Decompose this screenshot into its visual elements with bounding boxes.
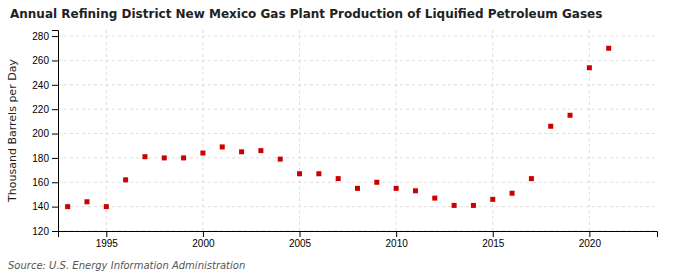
x-axis-line [59, 232, 658, 238]
y-tick-mark [52, 109, 58, 110]
x-axis: 1995 2000 2005 2010 2015 2020 [59, 231, 658, 249]
square-marker [606, 46, 611, 51]
y-tick-mark [52, 158, 58, 159]
y-tick: 120 [32, 226, 58, 237]
square-marker [374, 180, 379, 185]
x-tick-mark [300, 231, 301, 237]
y-tick: 280 [32, 31, 58, 42]
square-marker [548, 124, 553, 129]
x-tick-label: 2010 [386, 238, 409, 249]
y-tick-label: 200 [32, 128, 49, 139]
square-marker [413, 188, 418, 193]
title: Annual Refining District New Mexico Gas … [10, 7, 602, 21]
grid-line-y [58, 182, 657, 183]
square-marker [142, 154, 147, 159]
x-tick: 1995 [96, 231, 119, 249]
square-marker [65, 204, 70, 209]
grid [58, 30, 657, 231]
x-tick-label: 2020 [579, 238, 602, 249]
square-marker [162, 155, 167, 160]
square-marker [181, 155, 186, 160]
y-tick-label: 120 [32, 226, 49, 237]
square-marker [471, 203, 476, 208]
square-marker [200, 151, 205, 156]
square-marker [297, 171, 302, 176]
square-marker [510, 191, 515, 196]
y-tick-mark [52, 182, 58, 183]
square-marker [394, 186, 399, 191]
square-marker [355, 186, 360, 191]
grid-line-y [58, 84, 657, 85]
x-tick-label: 2005 [289, 238, 312, 249]
x-tick-mark [589, 231, 590, 237]
square-marker [587, 65, 592, 70]
square-marker [123, 177, 128, 182]
square-marker [220, 144, 225, 149]
y-tick: 140 [32, 201, 58, 212]
y-tick-label: 160 [32, 177, 49, 188]
x-tick-label: 1995 [96, 238, 119, 249]
source: Source: U.S. Energy Information Administ… [8, 260, 245, 271]
y-axis-label: Thousand Barrels per Day [6, 59, 19, 203]
square-marker [432, 196, 437, 201]
chart: 1995 2000 2005 2010 2015 2020 120 140 160 180 200 2… [0, 0, 675, 275]
y-tick-label: 280 [32, 31, 49, 42]
y-tick-mark [52, 36, 58, 37]
grid-line-y [58, 206, 657, 207]
square-marker [568, 113, 573, 118]
grid-line-y [58, 60, 657, 61]
y-tick: 160 [32, 177, 58, 188]
x-tick-label: 2015 [482, 238, 505, 249]
y-tick: 260 [32, 55, 58, 66]
y-tick-label: 140 [32, 201, 49, 212]
square-marker [239, 149, 244, 154]
x-tick-mark [396, 231, 397, 237]
square-marker [452, 203, 457, 208]
plot-area: 1995 2000 2005 2010 2015 2020 120 140 160 180 200 2… [32, 30, 657, 249]
x-tick-mark [493, 231, 494, 237]
x-tick: 2005 [289, 231, 312, 249]
x-tick: 2020 [579, 231, 602, 249]
y-tick-label: 180 [32, 153, 49, 164]
y-tick: 180 [32, 153, 58, 164]
y-axis: 120 140 160 180 200 220 240 260 280 [32, 31, 58, 237]
square-marker [278, 157, 283, 162]
x-tick-label: 2000 [192, 238, 215, 249]
square-marker [316, 171, 321, 176]
points [65, 46, 611, 209]
y-tick: 200 [32, 128, 58, 139]
grid-line-y [58, 133, 657, 134]
x-tick: 2010 [386, 231, 409, 249]
x-tick: 2000 [192, 231, 215, 249]
x-tick-mark [203, 231, 204, 237]
y-tick-mark [52, 60, 58, 61]
y-tick-mark [52, 85, 58, 86]
y-tick-mark [52, 134, 58, 135]
grid-line-y [58, 109, 657, 110]
y-tick-label: 260 [32, 55, 49, 66]
x-tick-mark [106, 231, 107, 237]
square-marker [104, 204, 109, 209]
y-tick-label: 220 [32, 104, 49, 115]
square-marker [490, 197, 495, 202]
y-axis-line [52, 31, 59, 232]
square-marker [336, 176, 341, 181]
square-marker [84, 199, 89, 204]
square-marker [529, 176, 534, 181]
y-tick-mark [52, 231, 58, 232]
y-tick: 220 [32, 104, 58, 115]
y-tick-label: 240 [32, 80, 49, 91]
grid-line-x [589, 30, 590, 231]
grid-line-y [58, 36, 657, 37]
square-marker [258, 148, 263, 153]
x-tick: 2015 [482, 231, 505, 249]
grid-line-y [58, 157, 657, 158]
y-tick: 240 [32, 80, 58, 91]
y-tick-mark [52, 207, 58, 208]
